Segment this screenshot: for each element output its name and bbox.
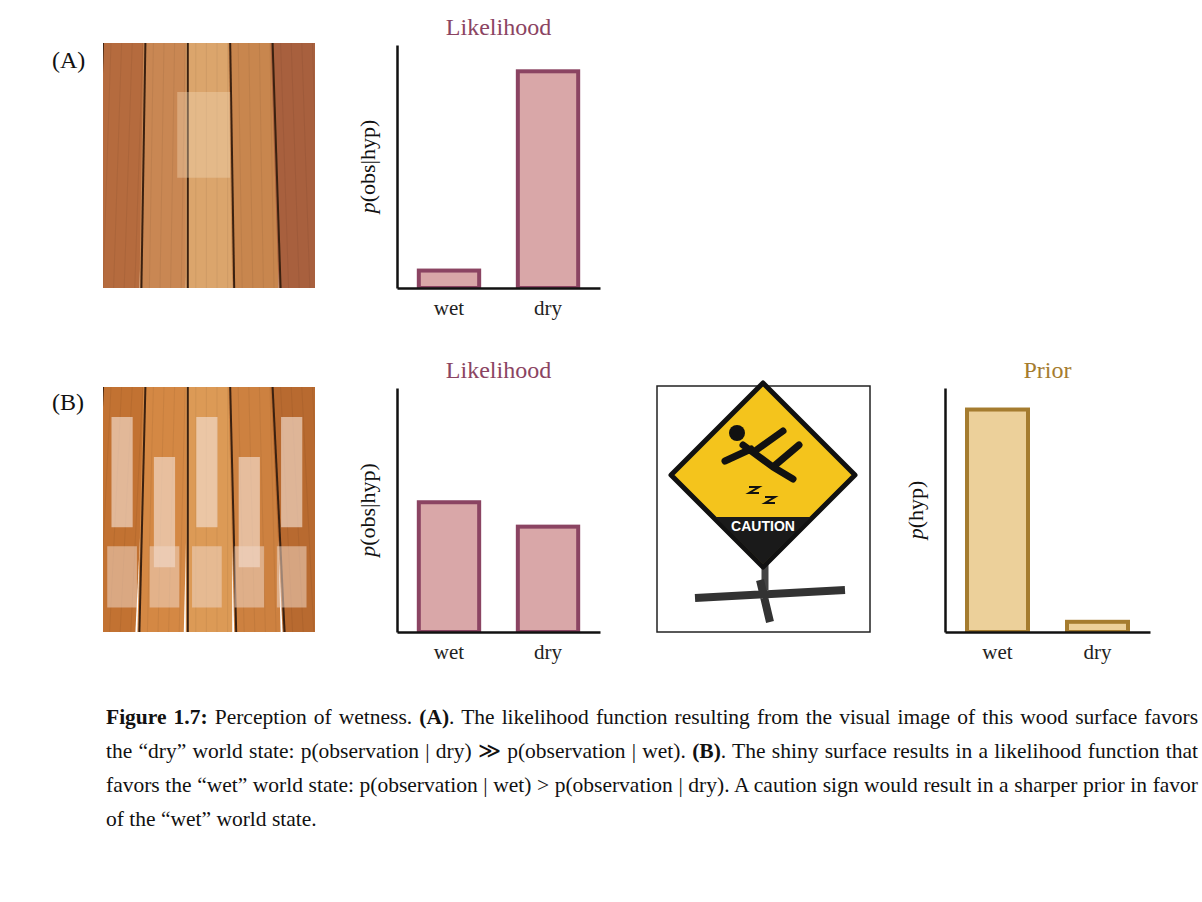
chart: wet dry Likelihood p(obs|hyp) <box>355 14 601 320</box>
sign-text: CAUTION <box>731 518 795 534</box>
plank-seam <box>230 43 234 288</box>
bar <box>967 410 1028 632</box>
axis-line <box>396 46 399 289</box>
bar <box>419 271 479 288</box>
tick-label: wet <box>982 640 1012 664</box>
plank-seam <box>141 43 145 288</box>
reflection <box>111 417 132 527</box>
wood-grain <box>312 43 315 288</box>
caption-run: Figure 1.7: <box>106 705 208 729</box>
wood-grain <box>171 43 175 288</box>
wood-grain <box>227 387 228 632</box>
bar <box>518 71 578 288</box>
panel-label: (B) <box>52 389 84 415</box>
y-axis-label: p(hyp) <box>903 481 928 542</box>
plank-seam <box>139 387 145 632</box>
bars <box>967 410 1128 632</box>
wood-grain <box>124 43 132 288</box>
reflection <box>234 546 264 607</box>
tick: wet <box>982 632 1012 664</box>
plank <box>186 387 232 632</box>
plank-seam <box>273 43 281 288</box>
slipping-figure <box>725 431 799 479</box>
wood-grain <box>249 43 253 288</box>
wood-grain <box>114 43 122 288</box>
y-axis <box>397 389 398 633</box>
y-axis-label: p(obs|hyp) <box>355 120 380 216</box>
photo <box>103 387 315 632</box>
tick: dry <box>1084 632 1112 664</box>
wood-grain <box>259 43 263 288</box>
wood-grain <box>103 43 111 288</box>
bar <box>419 502 479 632</box>
reflection <box>196 417 217 527</box>
tick-label: wet <box>434 640 464 664</box>
axis-line <box>398 631 601 634</box>
plank <box>228 43 278 288</box>
photo <box>103 43 315 288</box>
caption-run: Perception of wetness. <box>208 705 420 729</box>
x-axis: wet dry <box>398 288 601 320</box>
bars <box>419 502 578 632</box>
sheen <box>177 92 230 178</box>
reflection <box>281 417 302 527</box>
figure-head <box>729 425 745 441</box>
chart: wet dry Prior p(hyp) <box>903 357 1151 664</box>
plank <box>271 387 315 632</box>
tick-label: dry <box>534 296 562 320</box>
plank-seam <box>187 387 189 632</box>
reflection <box>107 546 137 607</box>
y-axis-label: p(obs|hyp) <box>355 463 380 559</box>
tick-label: wet <box>434 296 464 320</box>
chart-title: Likelihood <box>446 357 551 383</box>
tick: dry <box>534 632 562 664</box>
x-axis: wet dry <box>946 632 1151 664</box>
plank <box>137 387 189 632</box>
sign-band <box>715 517 811 564</box>
tick: wet <box>434 632 464 664</box>
reflection <box>192 546 222 607</box>
tick-label: dry <box>534 640 562 664</box>
caption-run: (A) <box>419 705 449 729</box>
sign-photo: CAUTION <box>657 383 870 632</box>
axis-line <box>944 389 947 633</box>
wood-grain <box>238 43 242 288</box>
tick: dry <box>534 288 562 320</box>
sign-diamond <box>671 383 855 567</box>
chart: wet dry Likelihood p(obs|hyp) <box>355 357 601 664</box>
reflection <box>277 546 307 607</box>
bar <box>518 527 578 632</box>
tick: wet <box>434 288 464 320</box>
wood-grain <box>149 43 153 288</box>
reflection <box>150 546 180 607</box>
caption-run: (B) <box>692 739 721 763</box>
y-axis <box>945 389 946 633</box>
x-axis: wet dry <box>398 632 601 664</box>
y-axis <box>397 46 398 289</box>
wood-grain <box>160 43 164 288</box>
wood-grain <box>179 387 185 632</box>
tick-label: dry <box>1084 640 1112 664</box>
wood-grain <box>291 43 299 288</box>
panel-label: (A) <box>52 47 85 73</box>
bars <box>419 71 578 288</box>
axis-line <box>396 389 399 633</box>
caption: Figure 1.7: Perception of wetness. (A). … <box>106 700 1198 836</box>
chart-title: Likelihood <box>446 14 551 40</box>
axis-line <box>398 287 601 290</box>
wood-grain <box>302 43 310 288</box>
axis-line <box>946 631 1151 634</box>
bar <box>1067 622 1128 632</box>
plank <box>271 43 315 288</box>
wood-grain <box>312 387 315 632</box>
wet-marks <box>749 487 775 503</box>
chart-title: Prior <box>1024 357 1072 383</box>
sign-base <box>695 580 845 622</box>
wood-grain <box>281 43 289 288</box>
